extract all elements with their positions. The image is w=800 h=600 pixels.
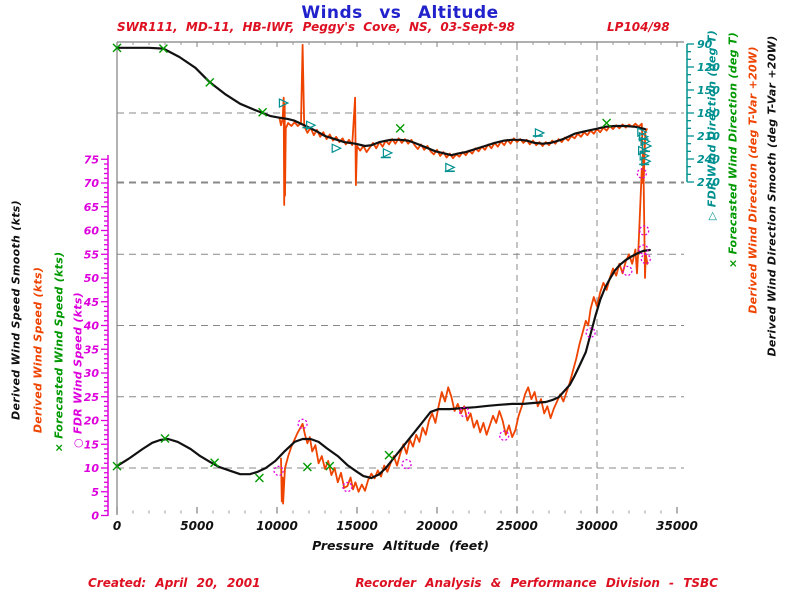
legend-fdr-wind-speed: ○ FDR Wind Speed (kts): [71, 291, 85, 449]
svg-text:120: 120: [697, 61, 720, 74]
chart-subtitle: SWR111, MD-11, HB-IWF, Peggy's Cove, NS,…: [117, 20, 515, 34]
svg-text:45: 45: [83, 296, 100, 309]
svg-text:20000: 20000: [416, 519, 458, 533]
footer-created-date: Created: April 20, 2001: [88, 576, 261, 590]
svg-text:5: 5: [91, 486, 99, 499]
svg-text:25: 25: [84, 391, 100, 404]
svg-text:240: 240: [697, 153, 720, 166]
legend-derived-wind-direction: Derived Wind Direction (deg T-Var +20W): [746, 46, 760, 314]
footer-division: Recorder Analysis & Performance Division…: [355, 576, 718, 590]
svg-text:40: 40: [83, 320, 100, 333]
svg-text:0: 0: [113, 519, 121, 533]
svg-text:55: 55: [84, 248, 100, 261]
svg-text:70: 70: [84, 177, 100, 190]
svg-text:35000: 35000: [656, 519, 698, 533]
x-axis-title: Pressure Altitude (feet): [312, 538, 489, 553]
svg-text:270: 270: [697, 176, 720, 189]
svg-text:75: 75: [84, 153, 100, 166]
svg-text:20: 20: [84, 415, 100, 428]
legend-forecasted-wind-direction: × Forecasted Wind Direction (deg T): [726, 31, 740, 269]
svg-text:50: 50: [84, 272, 100, 285]
svg-text:10000: 10000: [256, 519, 298, 533]
svg-text:60: 60: [84, 225, 100, 238]
svg-text:30000: 30000: [576, 519, 618, 533]
doc-reference: LP104/98: [607, 20, 670, 34]
svg-text:5000: 5000: [180, 519, 213, 533]
svg-text:25000: 25000: [496, 519, 538, 533]
svg-text:210: 210: [697, 130, 720, 143]
svg-text:180: 180: [697, 107, 720, 120]
svg-text:10: 10: [84, 462, 100, 475]
svg-text:15000: 15000: [336, 519, 378, 533]
svg-text:35: 35: [84, 343, 100, 356]
legend-derived-wind-speed: Derived Wind Speed (kts): [31, 266, 45, 434]
svg-text:30: 30: [84, 367, 100, 380]
svg-text:15: 15: [84, 438, 100, 451]
legend-derived-wind-direction-smooth: Derived Wind Direction Smooth (deg T-Var…: [765, 35, 779, 357]
legend-derived-wind-speed-smooth: Derived Wind Speed Smooth (kts): [9, 200, 23, 420]
chart-title: Winds vs Altitude: [301, 3, 499, 23]
svg-text:90: 90: [697, 38, 713, 51]
svg-text:0: 0: [91, 510, 99, 523]
legend-forecasted-wind-speed: × Forecasted Wind Speed (kts): [52, 251, 66, 453]
svg-text:65: 65: [84, 201, 100, 214]
legend-fdr-wind-direction: ▷ FDR Wind Direction (deg T): [705, 29, 719, 221]
svg-text:150: 150: [697, 84, 720, 97]
